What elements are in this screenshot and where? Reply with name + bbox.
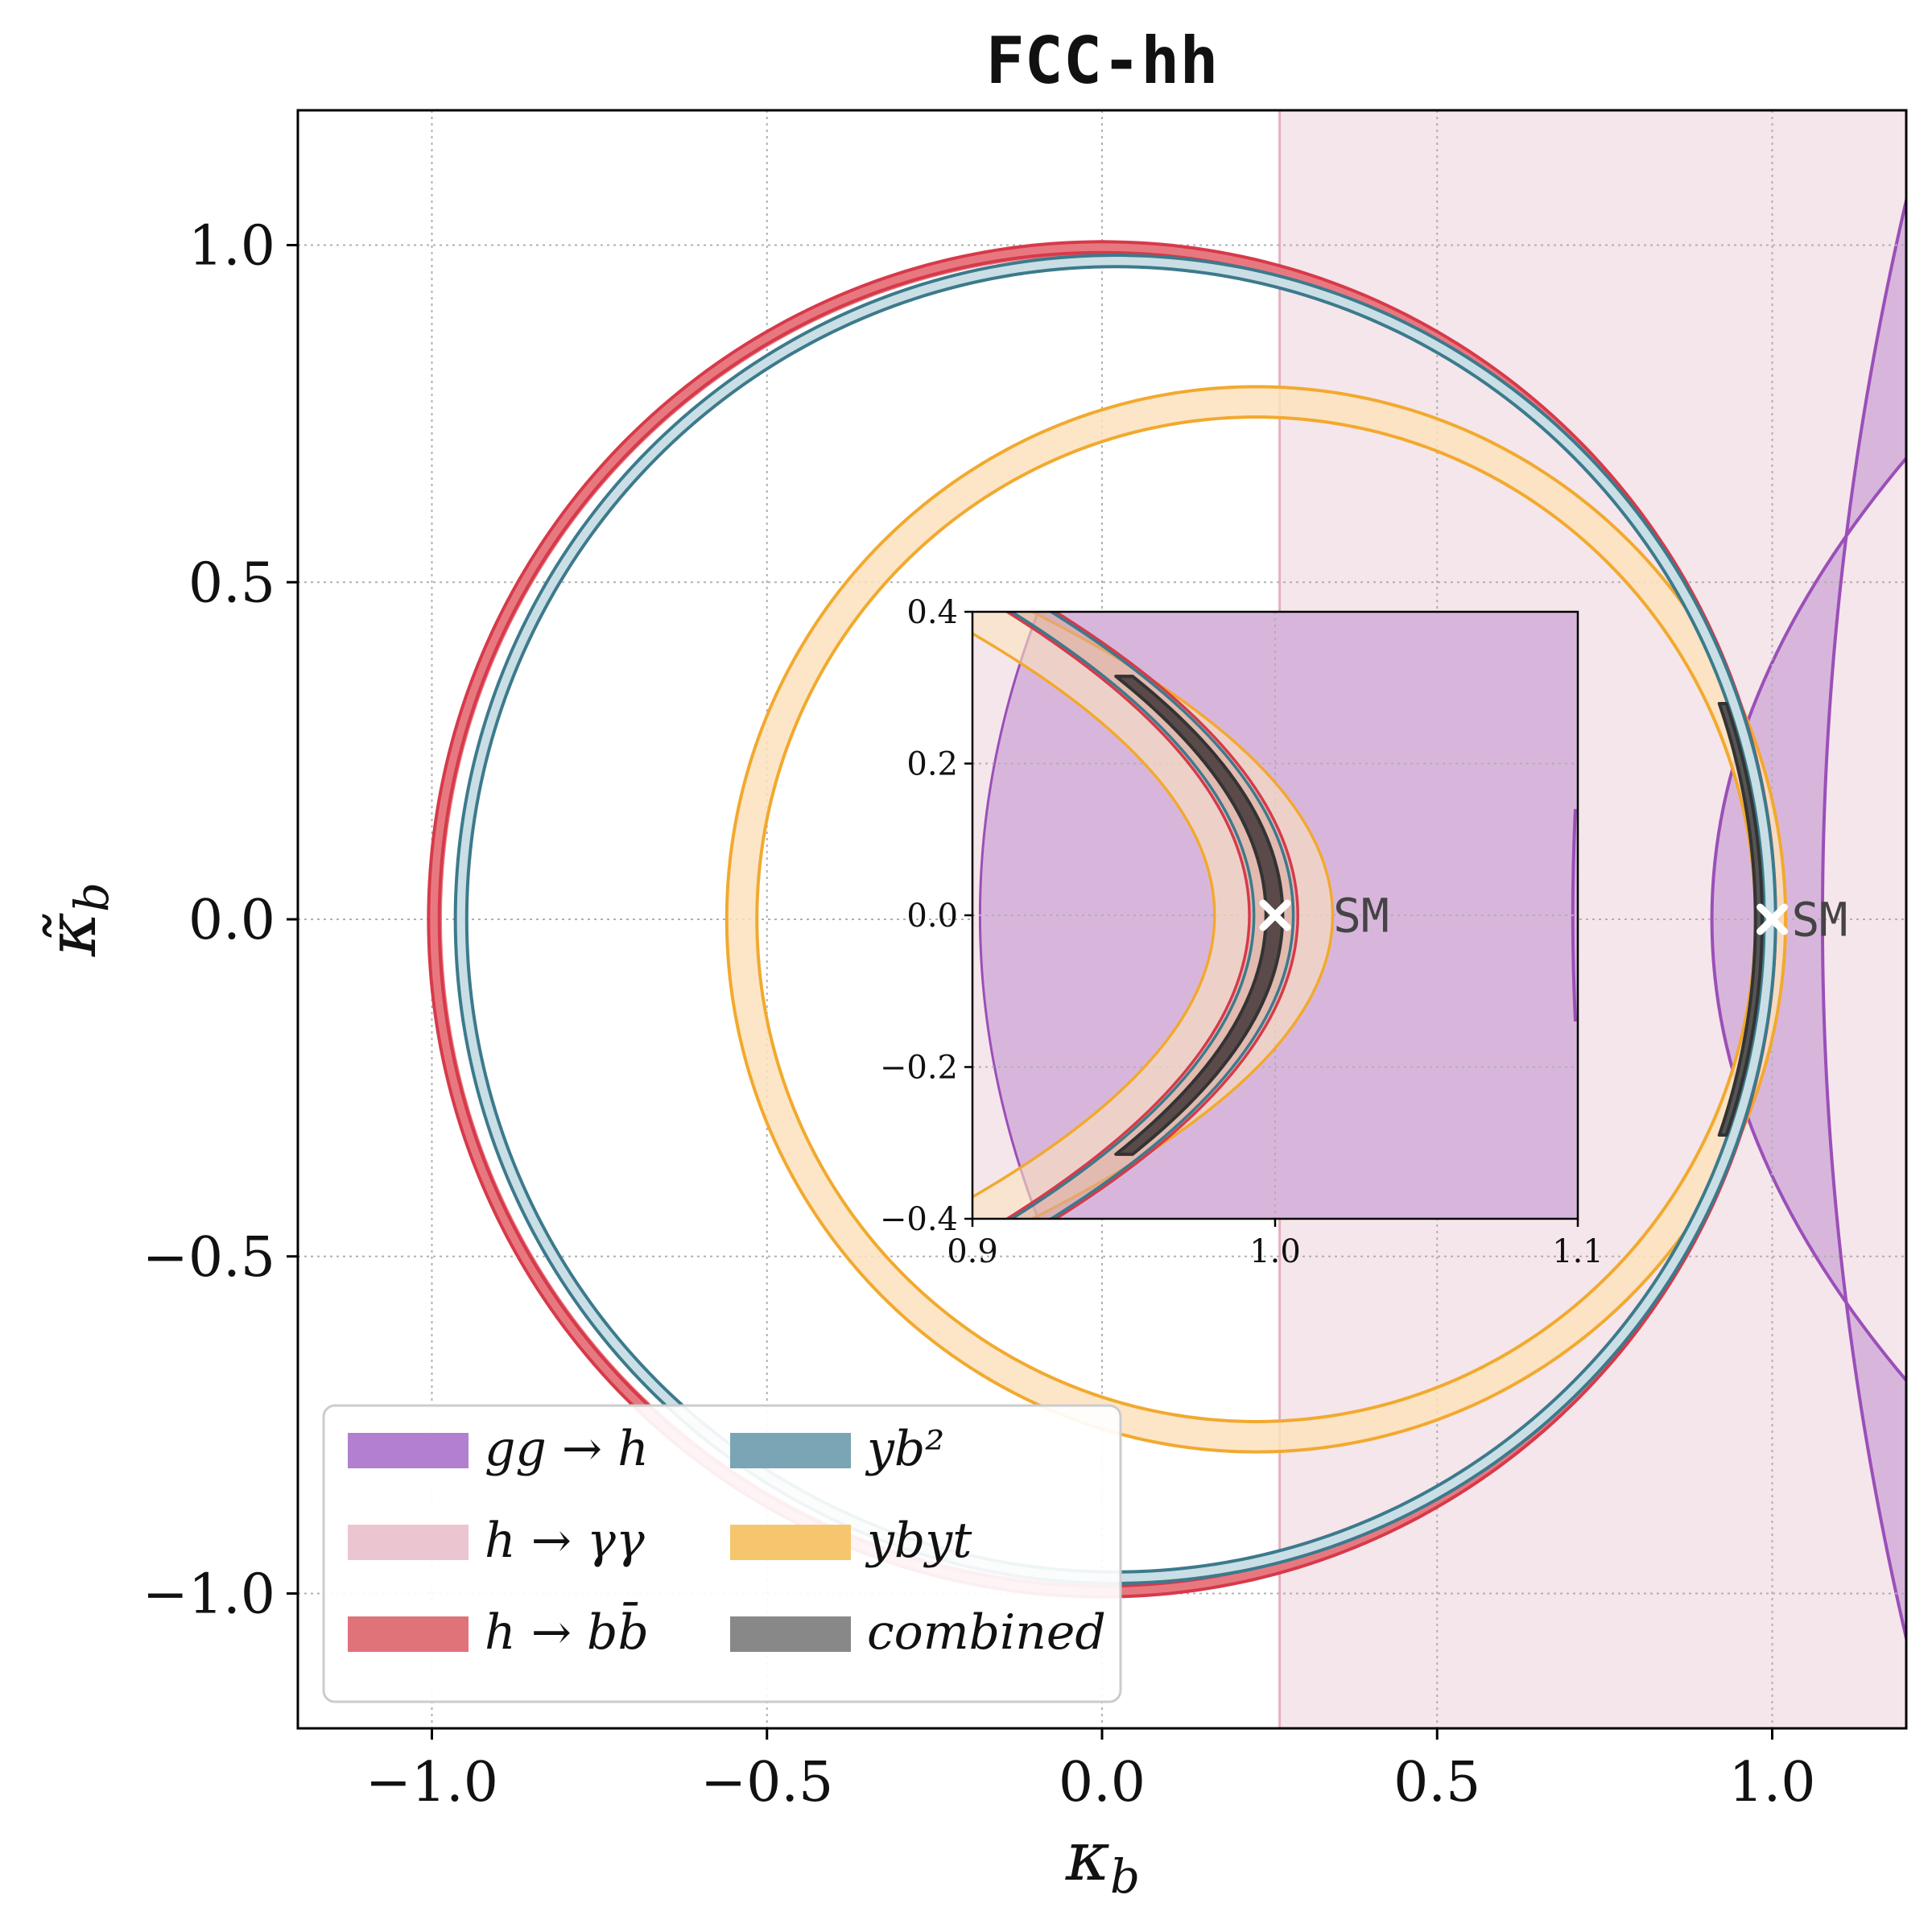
legend-label: ybyt (865, 1513, 972, 1569)
x-axis-label: κb (1065, 1817, 1140, 1904)
band-gg-to-h-inner-edge (1710, 456, 1906, 1383)
legend-swatch (348, 1616, 469, 1652)
y-tick-label: −0.5 (142, 1226, 275, 1290)
inset-yb-yt-inner-edge (972, 631, 1216, 1199)
sm-marker-main: SM (1757, 892, 1848, 947)
inset-band-h-bb (1009, 612, 1297, 1219)
inset-y-tick-label: 0.4 (906, 594, 958, 631)
legend-box (322, 1404, 1122, 1703)
sm-markers: SM SM (1259, 888, 1848, 947)
inset-band-yb-yt (972, 612, 1333, 1219)
svg-text:κ̃b: κ̃b (32, 882, 119, 957)
x-tick-label: −0.5 (700, 1751, 833, 1814)
inset-h-bb-outer-edge (1053, 612, 1299, 1219)
inset-axis-ticks: 0.9 1.0 1.1 0.4 0.2 0.0 −0.2 −0.4 (880, 594, 1604, 1270)
legend-label: gg → h (485, 1421, 649, 1477)
inset-x-tick-label: 1.1 (1552, 1233, 1604, 1270)
legend-label: h → bb̄ (485, 1602, 649, 1661)
sm-marker-inset: SM (1259, 888, 1389, 943)
y-tick-label: −1.0 (142, 1563, 275, 1627)
inset-h-bb-inner-edge (1004, 612, 1251, 1219)
legend-swatch (730, 1433, 851, 1468)
legend-label: h → γγ (485, 1513, 645, 1569)
inset-plot-area (972, 612, 1578, 1219)
band-yb2-outer-edge (453, 254, 1777, 1585)
legend: gg → h h → γγ h → bb̄ yb² ybyt combined (322, 1404, 1122, 1703)
legend-swatch (348, 1433, 469, 1468)
inset-yb2-outer-edge (1048, 612, 1295, 1219)
sm-marker-stroke (1757, 903, 1788, 935)
legend-swatch (348, 1525, 469, 1560)
x-tick-label: −1.0 (365, 1751, 498, 1814)
band-h-bb-outer-edge (427, 240, 1777, 1599)
inset-y-tick-label: 0.2 (906, 746, 958, 783)
y-tick-label: 0.5 (188, 551, 275, 615)
band-gg-to-h-outer-edge (1820, 193, 1906, 1645)
main-axis-ticks: −1.0 −0.5 0.0 0.5 1.0 1.0 0.5 0.0 −0.5 −1.0 (142, 215, 1816, 1815)
legend-label: combined (867, 1604, 1106, 1661)
band-combined (1717, 702, 1765, 1137)
sm-label: SM (1333, 888, 1389, 943)
y-tick-label: 0.0 (188, 889, 275, 952)
chart-title: FCC-hh (986, 23, 1219, 98)
band-yb-yt-outer-edge (724, 385, 1788, 1454)
inset-yb2-inner-edge (1009, 612, 1256, 1219)
band-yb2-inner-edge (464, 265, 1766, 1574)
x-tick-label: 0.5 (1393, 1751, 1480, 1814)
sm-marker-stroke (1259, 899, 1291, 931)
legend-swatch (730, 1616, 851, 1652)
y-tick-label: 1.0 (188, 215, 275, 279)
inset-x-tick-label: 1.0 (1249, 1233, 1301, 1270)
sm-label: SM (1792, 892, 1848, 947)
inset-y-tick-label: −0.4 (880, 1201, 958, 1238)
legend-label: yb² (865, 1421, 944, 1477)
x-tick-label: 0.0 (1059, 1751, 1146, 1814)
inset-x-tick-label: 0.9 (947, 1233, 998, 1270)
inset-y-tick-label: 0.0 (906, 898, 958, 935)
y-axis-label: κ̃b (32, 882, 119, 957)
legend-swatch (730, 1525, 851, 1560)
band-yb-yt-inner-edge (755, 415, 1757, 1423)
x-tick-label: 1.0 (1728, 1751, 1815, 1814)
band-gg-to-h (1711, 200, 1906, 1638)
inset-band-combined (1114, 675, 1285, 1156)
inset-y-tick-label: −0.2 (880, 1050, 958, 1087)
